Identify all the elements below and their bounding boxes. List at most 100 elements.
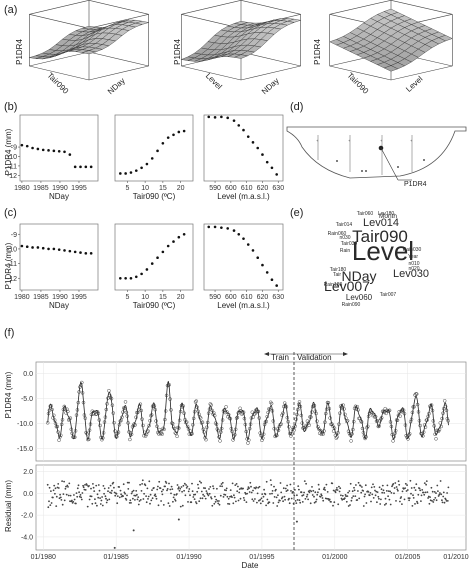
residual-point	[387, 490, 390, 492]
observation-point	[172, 426, 177, 431]
data-point	[47, 247, 50, 251]
residual-point	[312, 489, 315, 492]
observation-point	[327, 406, 332, 411]
data-point	[237, 124, 241, 127]
x-tick-label: 01/1990	[176, 554, 201, 561]
y-tick-label: -9	[11, 232, 17, 239]
residual-point	[316, 493, 319, 496]
wordcloud-term: Year	[408, 254, 418, 260]
residual-point	[104, 495, 107, 498]
observation-point	[407, 432, 412, 436]
observation-point	[218, 439, 222, 443]
observation-point	[74, 413, 79, 417]
data-point	[20, 143, 24, 147]
observation-point	[263, 420, 268, 424]
observation-point	[204, 437, 208, 442]
data-point	[182, 129, 186, 133]
observation-point	[186, 427, 191, 431]
c-subplot-1-frame	[19, 223, 99, 291]
residual-point	[385, 502, 387, 505]
observation-point	[384, 411, 388, 416]
observation-point	[127, 430, 131, 434]
observation-point	[196, 409, 200, 413]
residual-point	[88, 485, 90, 487]
residual-point	[331, 482, 334, 485]
observation-point	[248, 422, 253, 426]
residual-point	[245, 501, 248, 503]
x-tick-label: 1980	[14, 294, 30, 301]
data-point	[79, 251, 82, 254]
residual-point	[128, 502, 131, 504]
residual-point	[109, 484, 112, 487]
residual-point	[422, 491, 425, 494]
residual-point	[362, 505, 365, 507]
observation-point	[193, 400, 198, 404]
residual-point	[269, 479, 272, 481]
observation-point	[59, 433, 63, 438]
observation-point	[59, 422, 64, 427]
observation-point	[52, 418, 57, 422]
residual-point	[113, 491, 116, 494]
residual-point	[256, 492, 259, 495]
residual-point	[415, 483, 418, 486]
observation-point	[140, 417, 144, 421]
residual-point	[107, 487, 110, 489]
observation-point	[230, 429, 234, 434]
observation-point	[147, 423, 151, 428]
residual-point	[359, 484, 362, 487]
observation-point	[437, 427, 442, 432]
residual-point	[282, 500, 284, 503]
observation-point	[265, 414, 269, 419]
surface1-y-label: NDay	[106, 76, 127, 96]
data-point	[270, 278, 274, 282]
observation-point	[175, 434, 179, 439]
observation-point	[112, 420, 116, 425]
observation-point	[246, 441, 250, 445]
observation-point	[358, 416, 362, 421]
observation-point	[212, 413, 217, 418]
residual-point	[233, 494, 235, 497]
residual-point	[167, 502, 170, 505]
residual-point	[360, 491, 363, 494]
residual-point	[178, 489, 181, 492]
observation-point	[91, 412, 95, 416]
residual-point	[103, 492, 105, 495]
residual-point	[378, 497, 380, 500]
observation-point	[442, 399, 447, 403]
observation-point	[240, 411, 245, 415]
residual-point	[410, 492, 412, 495]
residual-point	[92, 483, 94, 485]
residual-point	[158, 480, 161, 483]
x-tick-label: 590	[209, 185, 221, 192]
observation-point	[137, 404, 142, 409]
residual-point	[185, 487, 188, 489]
residual-point	[67, 486, 69, 488]
residual-point	[113, 546, 116, 549]
residual-point	[296, 494, 298, 497]
observation-point	[444, 408, 449, 413]
x-tick-label: 20	[177, 185, 185, 192]
observation-point	[167, 383, 171, 387]
observation-point	[61, 407, 66, 412]
panel-label-a: (a)	[4, 4, 17, 16]
data-point	[226, 116, 229, 120]
residual-point	[380, 488, 383, 491]
residual-point	[88, 498, 91, 501]
residual-point	[78, 491, 80, 494]
residual-point	[334, 491, 337, 494]
c-subplot-1: 1980 1985 1990 1995 -9 -10 -11 -12 NDay	[7, 223, 99, 310]
residual-point	[127, 488, 130, 490]
residual-point	[389, 490, 391, 493]
residual-point	[63, 499, 66, 502]
observation-point	[417, 419, 422, 423]
surface1-z-label: P1DR4	[15, 39, 24, 65]
residual-point	[444, 498, 447, 501]
residual-point	[214, 501, 217, 503]
residual-point	[298, 499, 301, 502]
observation-point	[69, 427, 74, 432]
f-top-y-axis-label: P1DR4 (mm)	[4, 371, 13, 418]
observation-point	[227, 416, 232, 420]
train-label: Train	[271, 353, 289, 362]
